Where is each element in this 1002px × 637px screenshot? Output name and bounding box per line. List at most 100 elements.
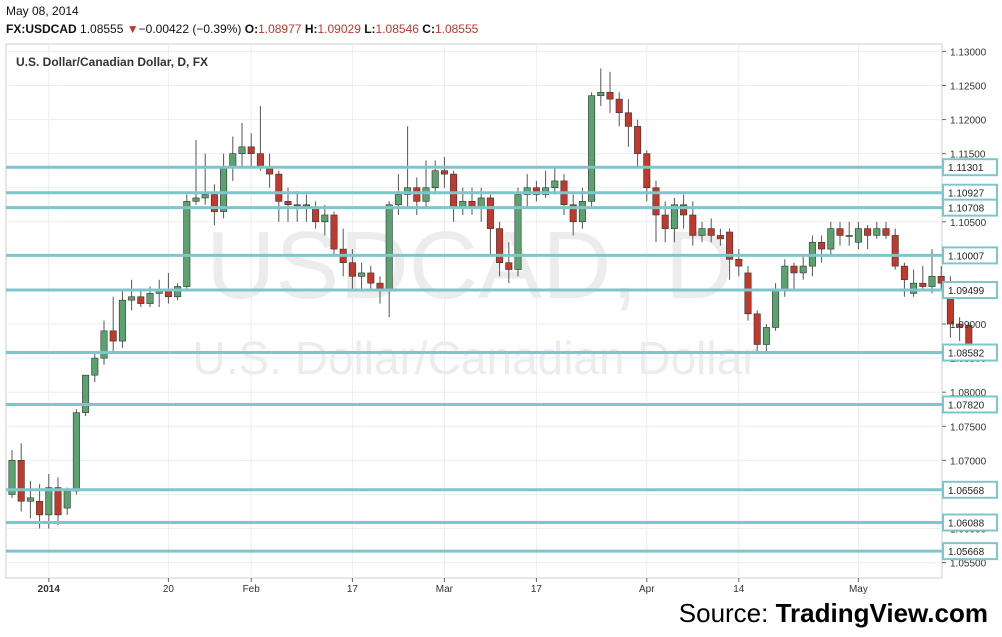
candle-up: [873, 228, 881, 236]
candle-up: [63, 490, 71, 509]
candle-down: [505, 262, 513, 270]
candle-up: [220, 166, 228, 212]
y-tick-label: 1.07000: [950, 456, 987, 467]
source-brand: TradingView.com: [775, 598, 988, 628]
candle-up: [845, 235, 853, 237]
candle-down: [109, 330, 117, 342]
candle-up: [404, 187, 412, 195]
candle-up: [293, 204, 301, 207]
x-tick-label: Mar: [436, 584, 454, 595]
candle-down: [486, 197, 494, 229]
candle-down: [937, 276, 945, 284]
candle-up: [100, 330, 108, 359]
watermark-symbol: USDCAD, D: [206, 212, 734, 319]
candle-up: [772, 289, 780, 328]
candle-down: [716, 235, 724, 240]
level-tag: [942, 343, 998, 362]
candle-up: [201, 194, 209, 199]
candle-down: [532, 187, 540, 195]
candle-down: [569, 204, 577, 223]
level-tag-label: 1.07820: [948, 400, 985, 411]
level-tag-label: 1.06568: [948, 486, 985, 497]
candle-up: [698, 228, 706, 236]
candle-up: [82, 374, 90, 413]
candle-down: [137, 296, 145, 304]
open-label: O:: [244, 22, 259, 36]
candle-up: [238, 146, 246, 154]
candle-down: [726, 231, 734, 260]
candle-down: [440, 170, 448, 175]
level-tag-label: 1.05668: [948, 547, 985, 558]
candle-up: [321, 214, 329, 223]
level-tag-label: 1.08582: [948, 349, 985, 360]
level-tag: [942, 281, 998, 300]
x-tick-label: 14: [733, 584, 745, 595]
candle-down: [735, 258, 743, 267]
x-tick-label: 17: [347, 584, 359, 595]
candle-up: [229, 153, 237, 168]
symbol-label[interactable]: FX:USDCAD: [6, 22, 77, 36]
candle-up: [128, 296, 136, 301]
x-tick-label: 2014: [38, 584, 61, 595]
close-label: C:: [422, 22, 435, 36]
candle-up: [670, 204, 678, 229]
candle-down: [836, 228, 844, 236]
candle-down: [707, 228, 715, 236]
price-axis[interactable]: 1.130001.125001.120001.115001.110001.105…: [942, 47, 998, 570]
level-tag: [942, 246, 998, 265]
source-prefix: Source:: [678, 598, 776, 628]
level-tag-label: 1.11301: [948, 163, 984, 174]
candle-up: [91, 357, 99, 376]
high-label: H:: [304, 22, 318, 36]
candle-up: [597, 92, 605, 97]
last-price: 1.08555: [80, 22, 124, 36]
candle-up: [385, 204, 393, 291]
x-tick-label: May: [849, 584, 868, 595]
candle-down: [634, 126, 642, 154]
level-tag: [942, 198, 998, 217]
chart-title: U.S. Dollar/Canadian Dollar, D, FX: [16, 55, 208, 69]
candle-up: [192, 197, 200, 202]
candle-up: [781, 265, 789, 291]
candle-up: [118, 299, 126, 342]
low-label: L:: [364, 22, 376, 36]
y-tick-label: 1.07500: [950, 422, 987, 433]
candle-down: [348, 262, 356, 277]
candle-up: [827, 228, 835, 250]
y-tick-label: 1.11500: [950, 150, 986, 161]
candle-up: [422, 187, 430, 202]
candle-down: [891, 235, 899, 267]
price-change: −0.00422 (−0.39%): [138, 22, 242, 36]
candle-down: [882, 228, 890, 236]
time-axis[interactable]: 2014 20 Feb 17 Mar 17 Apr 14 May: [38, 578, 868, 595]
candle-up: [26, 497, 34, 502]
quote-line: FX:USDCAD 1.08555 ▼−0.00422 (−0.39%) O:1…: [6, 22, 478, 36]
candle-up: [928, 276, 936, 287]
candle-down: [606, 92, 614, 100]
candle-down: [284, 201, 292, 206]
x-tick-label: Apr: [639, 584, 655, 595]
candle-up: [146, 293, 154, 304]
candle-down: [818, 241, 826, 250]
candle-up: [578, 201, 586, 223]
candle-up: [394, 194, 402, 206]
candle-down: [744, 272, 752, 315]
level-tag: [942, 542, 998, 561]
level-tag-label: 1.06088: [948, 519, 985, 530]
y-tick-label: 1.13000: [950, 47, 987, 58]
candle-down: [680, 204, 688, 216]
candle-up: [8, 460, 16, 495]
candle-up: [799, 265, 807, 274]
candle-down: [367, 272, 375, 284]
candle-down: [210, 194, 218, 212]
high-value: 1.09029: [317, 22, 361, 36]
candle-down: [652, 187, 660, 216]
candle-up: [762, 327, 770, 345]
candle-down: [753, 313, 761, 345]
candle-up: [431, 170, 439, 189]
candle-down: [54, 487, 62, 516]
candles: [8, 68, 973, 529]
candle-down: [330, 214, 338, 250]
candle-down: [615, 98, 623, 114]
